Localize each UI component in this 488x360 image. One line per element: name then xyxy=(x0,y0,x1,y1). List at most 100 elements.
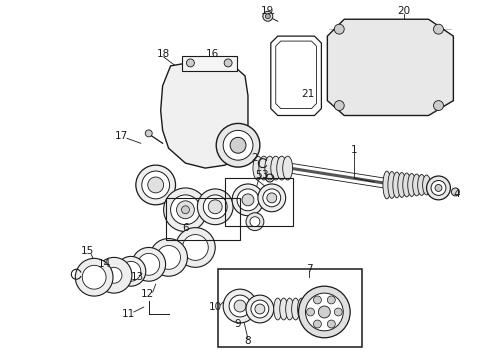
Circle shape xyxy=(106,267,122,283)
Circle shape xyxy=(318,306,330,318)
Circle shape xyxy=(257,184,285,212)
Text: 2: 2 xyxy=(251,153,258,163)
Circle shape xyxy=(186,59,194,67)
Circle shape xyxy=(237,189,258,211)
Circle shape xyxy=(121,261,141,281)
Text: 1: 1 xyxy=(350,145,357,155)
Circle shape xyxy=(305,293,343,331)
Ellipse shape xyxy=(276,156,286,180)
Circle shape xyxy=(163,188,207,231)
Ellipse shape xyxy=(422,175,429,195)
Circle shape xyxy=(216,123,259,167)
Circle shape xyxy=(170,195,200,225)
Text: 11: 11 xyxy=(122,309,135,319)
Circle shape xyxy=(434,184,441,192)
Circle shape xyxy=(234,300,245,312)
Text: 20: 20 xyxy=(396,6,409,16)
Text: 15: 15 xyxy=(81,247,94,256)
Ellipse shape xyxy=(291,298,299,320)
Circle shape xyxy=(334,24,344,34)
Ellipse shape xyxy=(264,156,274,180)
Ellipse shape xyxy=(402,173,410,197)
Text: 6: 6 xyxy=(182,222,188,233)
Ellipse shape xyxy=(397,172,405,197)
Text: 4: 4 xyxy=(452,189,459,199)
Text: 21: 21 xyxy=(300,89,313,99)
Circle shape xyxy=(250,300,268,318)
PathPatch shape xyxy=(161,59,247,168)
Circle shape xyxy=(136,165,175,205)
Circle shape xyxy=(138,253,160,275)
Text: 8: 8 xyxy=(244,336,251,346)
Text: 7: 7 xyxy=(305,264,312,274)
Text: 16: 16 xyxy=(205,49,219,59)
Circle shape xyxy=(156,246,180,269)
Circle shape xyxy=(182,235,208,260)
Circle shape xyxy=(245,213,264,231)
Text: 12: 12 xyxy=(141,289,154,299)
Circle shape xyxy=(75,258,113,296)
Text: 18: 18 xyxy=(157,49,170,59)
Circle shape xyxy=(433,24,443,34)
Ellipse shape xyxy=(392,172,400,198)
Text: 17: 17 xyxy=(114,131,127,141)
Circle shape xyxy=(245,295,273,323)
Circle shape xyxy=(326,320,335,328)
Circle shape xyxy=(230,137,245,153)
Circle shape xyxy=(176,201,194,219)
Circle shape xyxy=(145,130,152,137)
Circle shape xyxy=(334,100,344,111)
Circle shape xyxy=(232,184,264,216)
PathPatch shape xyxy=(270,36,321,116)
Ellipse shape xyxy=(279,298,287,320)
Circle shape xyxy=(263,11,272,21)
Ellipse shape xyxy=(382,171,390,199)
Circle shape xyxy=(433,100,443,111)
Bar xyxy=(224,178,292,226)
Circle shape xyxy=(265,14,270,19)
Circle shape xyxy=(229,295,250,317)
Ellipse shape xyxy=(407,174,415,196)
Ellipse shape xyxy=(387,172,395,198)
Circle shape xyxy=(266,193,276,203)
Circle shape xyxy=(450,188,458,196)
Circle shape xyxy=(263,189,280,207)
Circle shape xyxy=(334,308,342,316)
Circle shape xyxy=(426,176,449,200)
Ellipse shape xyxy=(297,298,305,320)
Circle shape xyxy=(203,195,226,219)
Circle shape xyxy=(149,239,187,276)
Circle shape xyxy=(223,130,252,160)
Circle shape xyxy=(147,177,163,193)
Ellipse shape xyxy=(252,156,263,180)
Circle shape xyxy=(326,296,335,304)
Circle shape xyxy=(132,247,165,281)
Ellipse shape xyxy=(412,174,420,196)
Circle shape xyxy=(197,189,233,225)
Bar xyxy=(165,198,240,239)
Circle shape xyxy=(306,308,314,316)
Text: 13: 13 xyxy=(131,272,144,282)
Circle shape xyxy=(175,228,215,267)
Circle shape xyxy=(313,320,321,328)
Ellipse shape xyxy=(273,298,281,320)
Ellipse shape xyxy=(417,175,425,195)
Circle shape xyxy=(430,180,445,195)
Circle shape xyxy=(181,206,189,214)
Ellipse shape xyxy=(282,156,292,180)
Circle shape xyxy=(142,171,169,199)
Ellipse shape xyxy=(258,156,268,180)
Text: 14: 14 xyxy=(97,259,110,269)
PathPatch shape xyxy=(326,19,452,116)
Circle shape xyxy=(298,286,349,338)
Text: 3: 3 xyxy=(261,170,267,180)
Circle shape xyxy=(208,200,222,214)
Text: 5: 5 xyxy=(255,170,262,180)
Bar xyxy=(182,56,237,71)
Ellipse shape xyxy=(270,156,280,180)
Text: 10: 10 xyxy=(208,302,222,312)
Circle shape xyxy=(242,194,253,206)
Circle shape xyxy=(223,289,256,323)
Bar xyxy=(218,269,361,347)
Circle shape xyxy=(313,296,321,304)
